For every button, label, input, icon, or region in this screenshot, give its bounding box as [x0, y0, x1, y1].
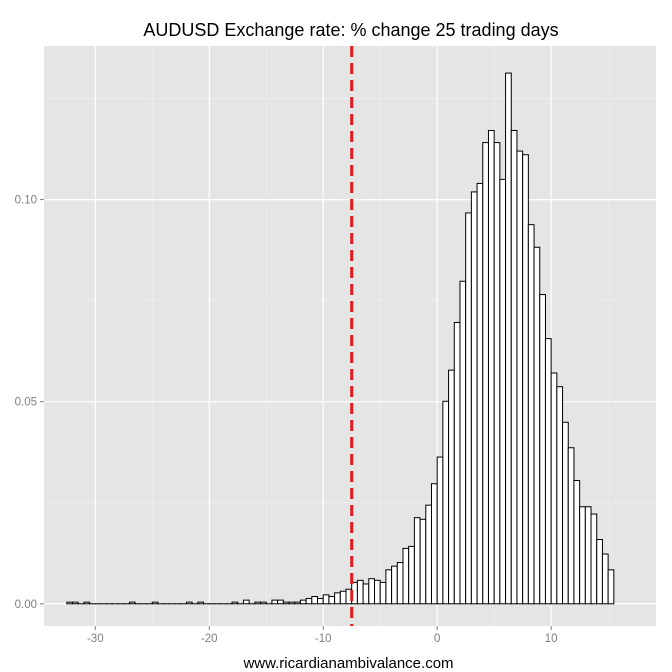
histogram-bar: [368, 578, 376, 605]
histogram-bar: [539, 294, 546, 605]
histogram-bar: [590, 513, 598, 605]
histogram-bar: [231, 601, 239, 605]
histogram-bar: [516, 150, 524, 605]
histogram-bar: [482, 142, 489, 605]
x-axis: -30 -20 -10 0 10: [87, 626, 558, 645]
histogram-bar: [128, 601, 136, 605]
histogram-bar: [487, 129, 495, 605]
histogram-bar: [476, 182, 484, 605]
histogram-bar: [322, 594, 330, 605]
histogram-bar: [339, 590, 347, 605]
histogram-bar: [334, 592, 341, 605]
histogram-bar: [328, 595, 336, 605]
histogram-bar: [567, 447, 575, 605]
histogram-bar: [584, 506, 592, 605]
histogram-bar: [579, 506, 586, 605]
histogram-bar: [288, 601, 296, 605]
histogram-bar: [425, 504, 432, 605]
y-tick-label: 0.10: [15, 195, 37, 207]
histogram-bar: [317, 598, 324, 605]
histogram-bar: [436, 456, 444, 605]
histogram-bar: [499, 178, 507, 605]
histogram-bar: [510, 129, 518, 605]
y-axis: 0.00 0.05 0.10: [15, 195, 44, 611]
histogram-bar: [413, 517, 421, 605]
x-tick-label: -20: [201, 633, 218, 645]
histogram-bar: [66, 601, 73, 605]
histogram-bar: [527, 224, 535, 605]
histogram-bar: [260, 601, 267, 605]
histogram-bar: [522, 154, 529, 605]
histogram-bar: [505, 72, 512, 605]
histogram-bar: [562, 421, 569, 605]
histogram-bar: [299, 599, 307, 605]
histogram-bar: [430, 483, 438, 605]
y-tick-label: 0.05: [15, 397, 37, 409]
histogram-bar: [453, 321, 461, 605]
histogram-bar: [533, 246, 541, 605]
histogram-bar: [419, 518, 427, 605]
histogram-bar: [493, 142, 501, 605]
histogram-bar: [573, 479, 581, 605]
histogram-bar: [185, 601, 193, 605]
y-tick-label: 0.00: [15, 599, 37, 611]
histogram-bar: [254, 601, 262, 605]
histogram-bar: [362, 583, 370, 605]
histogram-bar: [277, 599, 284, 605]
x-tick-label: 10: [545, 633, 558, 645]
histogram-bar: [242, 599, 250, 605]
x-tick-label: -10: [315, 633, 332, 645]
histogram-bar: [311, 595, 319, 605]
histogram-bar: [601, 553, 609, 605]
histogram-bar: [459, 280, 467, 605]
histogram-bar: [448, 369, 455, 605]
histogram-bar: [465, 212, 472, 605]
histogram-bar: [282, 601, 290, 605]
histogram-bar: [550, 372, 558, 605]
histogram-bar: [374, 579, 381, 605]
histogram-bar: [151, 601, 159, 605]
footer-source-url: www.ricardianambivalance.com: [243, 655, 454, 672]
x-tick-label: -30: [87, 633, 104, 645]
histogram-bar: [294, 601, 301, 605]
histogram-bar: [391, 565, 398, 605]
x-tick-label: 0: [434, 633, 440, 645]
histogram-bar: [271, 599, 279, 605]
histogram-bar: [197, 601, 205, 605]
histogram-bar: [402, 547, 410, 605]
histogram-bar: [356, 579, 364, 605]
histogram-bar: [556, 386, 564, 605]
histogram-bar: [385, 569, 393, 605]
histogram-bar: [544, 338, 552, 605]
histogram-bar: [83, 601, 91, 605]
histogram-bar: [607, 569, 615, 605]
histogram-bars: [66, 72, 615, 605]
chart-title: AUDUSD Exchange rate: % change 25 tradin…: [143, 20, 559, 40]
histogram-bar: [396, 562, 404, 605]
histogram-bar: [379, 581, 387, 605]
histogram-bar: [470, 191, 478, 605]
histogram-bar: [71, 601, 79, 605]
histogram-bar: [305, 598, 313, 605]
histogram-bar: [442, 400, 450, 605]
histogram-bar: [408, 545, 415, 605]
histogram-bar: [596, 539, 603, 605]
